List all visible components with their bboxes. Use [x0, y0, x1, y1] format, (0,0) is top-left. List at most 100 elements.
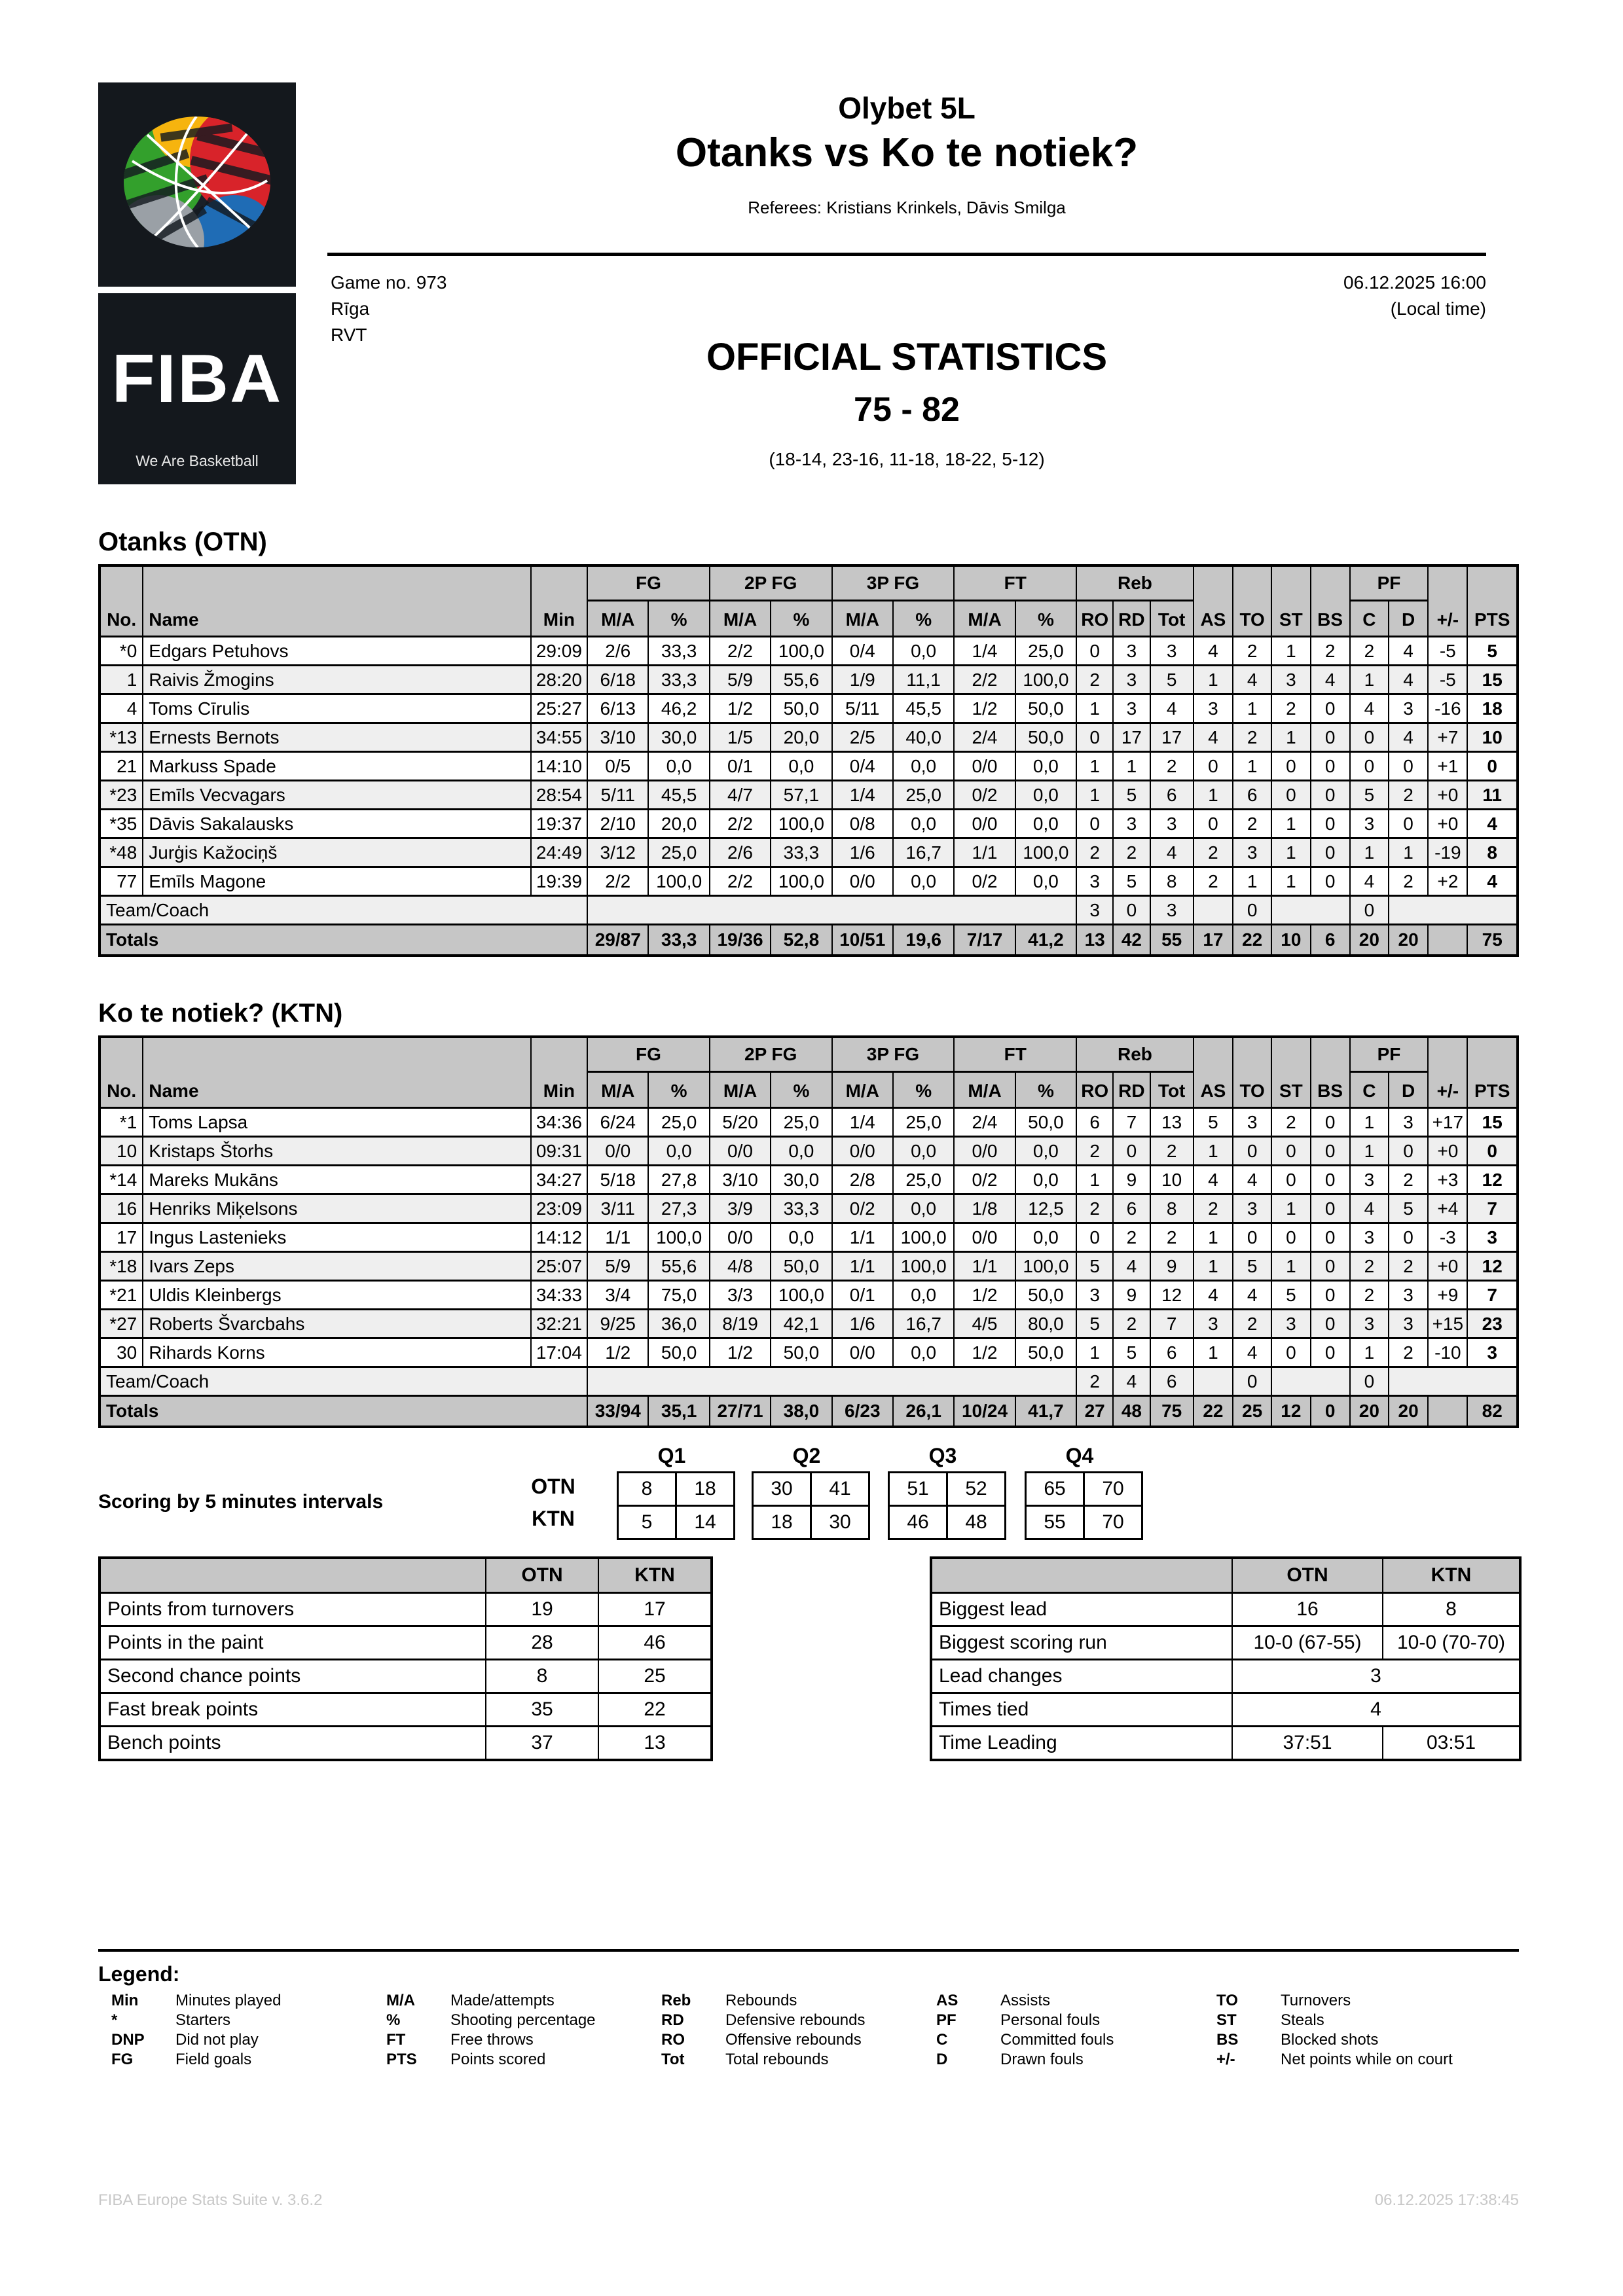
- totals-d: 20: [1387, 924, 1429, 957]
- player-no: *0: [98, 636, 144, 666]
- player-c: 2: [1349, 1280, 1389, 1310]
- player-ft: 0/2: [953, 866, 1016, 897]
- player-bs: 4: [1309, 664, 1351, 695]
- player-ftp: 0,0: [1014, 866, 1078, 897]
- player-bs: 0: [1309, 780, 1351, 810]
- player-rd: 9: [1112, 1164, 1151, 1195]
- player-d: 2: [1387, 866, 1429, 897]
- totals-p3: 10/51: [831, 924, 894, 957]
- fiba-ball-logo: [98, 82, 296, 287]
- game-flow-row: Biggest lead 16 8: [930, 1592, 1521, 1627]
- legend-entry: M/A Made/attempts: [386, 1991, 596, 2011]
- player-fg: 6/24: [587, 1107, 649, 1138]
- player-row: 17 Ingus Lastenieks 14:12 1/1 100,0 0/0 0,0 1/1…: [98, 1222, 1518, 1253]
- player-p2p: 57,1: [770, 780, 833, 810]
- player-pts: 0: [1467, 751, 1518, 781]
- player-fgp: 27,3: [647, 1193, 710, 1224]
- player-ro: 0: [1076, 722, 1114, 753]
- comparison-label: Fast break points: [99, 1692, 486, 1727]
- player-p2: 2/6: [708, 837, 772, 868]
- quarter-label: Q3: [928, 1444, 957, 1467]
- player-pts: 0: [1467, 1136, 1518, 1166]
- player-bs: 0: [1309, 1164, 1351, 1195]
- player-pm: -3: [1427, 1222, 1468, 1253]
- col-header-st: ST: [1271, 1035, 1311, 1109]
- player-c: 1: [1349, 1136, 1389, 1166]
- player-p2: 5/9: [708, 664, 772, 695]
- scoring-team-ktn: KTN: [532, 1507, 575, 1530]
- player-pm: -16: [1427, 693, 1468, 724]
- quarter-label: Q1: [657, 1444, 686, 1467]
- totals-ftp: 41,2: [1014, 924, 1078, 957]
- game-flow-value: 4: [1231, 1692, 1521, 1727]
- legend-desc: Defensive rebounds: [725, 2011, 866, 2029]
- comparison-otn: 37: [485, 1725, 599, 1761]
- player-ftp: 50,0: [1014, 1337, 1078, 1368]
- player-name: Ivars Zeps: [142, 1251, 532, 1282]
- legend-title: Legend:: [98, 1962, 180, 1986]
- legend-entry: BS Blocked shots: [1216, 2030, 1453, 2050]
- player-as: 4: [1192, 636, 1234, 666]
- player-c: 4: [1349, 693, 1389, 724]
- player-to: 4: [1232, 1280, 1273, 1310]
- game-flow-label: Biggest scoring run: [930, 1625, 1233, 1660]
- legend-entry: RD Defensive rebounds: [661, 2011, 865, 2030]
- quarter-score-box: 30 41 18 30: [752, 1471, 870, 1540]
- player-as: 0: [1192, 808, 1234, 839]
- team-heading-ktn: Ko te notiek? (KTN): [98, 999, 343, 1028]
- legend-abbr: TO: [1216, 1992, 1238, 2009]
- comparison-otn: 35: [485, 1692, 599, 1727]
- team-coach-to: 0: [1232, 1366, 1273, 1397]
- player-as: 1: [1192, 664, 1234, 695]
- player-ft: 0/0: [953, 751, 1016, 781]
- player-to: 2: [1232, 808, 1273, 839]
- player-pts: 5: [1467, 636, 1518, 666]
- quarter-score-row: 5 14: [617, 1505, 735, 1540]
- player-tot: 3: [1149, 808, 1194, 839]
- quarter-label: Q2: [792, 1444, 821, 1467]
- player-row: 10 Kristaps Štorhs 09:31 0/0 0,0 0/0 0,0 0/0 0,0…: [98, 1136, 1518, 1166]
- col-header-pts: PTS: [1467, 1035, 1518, 1109]
- player-p3p: 0,0: [892, 866, 955, 897]
- player-pm: -19: [1427, 837, 1468, 868]
- player-bs: 0: [1309, 1222, 1351, 1253]
- group-header-pf: PF: [1349, 564, 1429, 601]
- player-ro: 2: [1076, 837, 1114, 868]
- comparison-label: Points from turnovers: [99, 1592, 486, 1627]
- totals-pts: 82: [1467, 1395, 1518, 1428]
- player-bs: 0: [1309, 837, 1351, 868]
- player-p2: 4/8: [708, 1251, 772, 1282]
- player-rd: 0: [1112, 1136, 1151, 1166]
- player-d: 2: [1387, 780, 1429, 810]
- player-row: *0 Edgars Petuhovs 29:09 2/6 33,3 2/2 100,0 0/4…: [98, 636, 1518, 666]
- player-ro: 2: [1076, 1193, 1114, 1224]
- player-c: 3: [1349, 1308, 1389, 1339]
- legend-column: Reb Rebounds RD Defensive rebounds RO Offensi…: [661, 1991, 865, 2070]
- player-tot: 3: [1149, 636, 1194, 666]
- player-to: 3: [1232, 1193, 1273, 1224]
- legend-abbr: +/-: [1216, 2051, 1235, 2068]
- player-name: Emīls Magone: [142, 866, 532, 897]
- legend-entry: % Shooting percentage: [386, 2011, 596, 2030]
- player-ro: 3: [1076, 866, 1114, 897]
- totals-fg: 29/87: [587, 924, 649, 957]
- game-flow: OTN KTN Biggest lead 16 8 Biggest scoring run…: [930, 1556, 1522, 1761]
- legend-desc: Free throws: [450, 2031, 534, 2049]
- player-st: 0: [1271, 1136, 1311, 1166]
- player-fg: 2/10: [587, 808, 649, 839]
- player-p3: 5/11: [831, 693, 894, 724]
- player-min: 34:36: [530, 1107, 589, 1138]
- totals-d: 20: [1387, 1395, 1429, 1428]
- comparison-row: Points from turnovers 19 17: [99, 1592, 712, 1627]
- player-p3: 1/6: [831, 1308, 894, 1339]
- player-p3p: 100,0: [892, 1222, 955, 1253]
- player-ro: 1: [1076, 751, 1114, 781]
- legend-entry: D Drawn fouls: [936, 2050, 1114, 2070]
- comparison-otn: 8: [485, 1659, 599, 1694]
- col-header-ma: M/A: [953, 1071, 1016, 1109]
- comparison-ktn: 22: [598, 1692, 712, 1727]
- col-header-pct: %: [1014, 600, 1078, 637]
- team-coach-label: Team/Coach: [98, 895, 589, 925]
- col-header-pts: PTS: [1467, 564, 1518, 637]
- player-rd: 2: [1112, 1222, 1151, 1253]
